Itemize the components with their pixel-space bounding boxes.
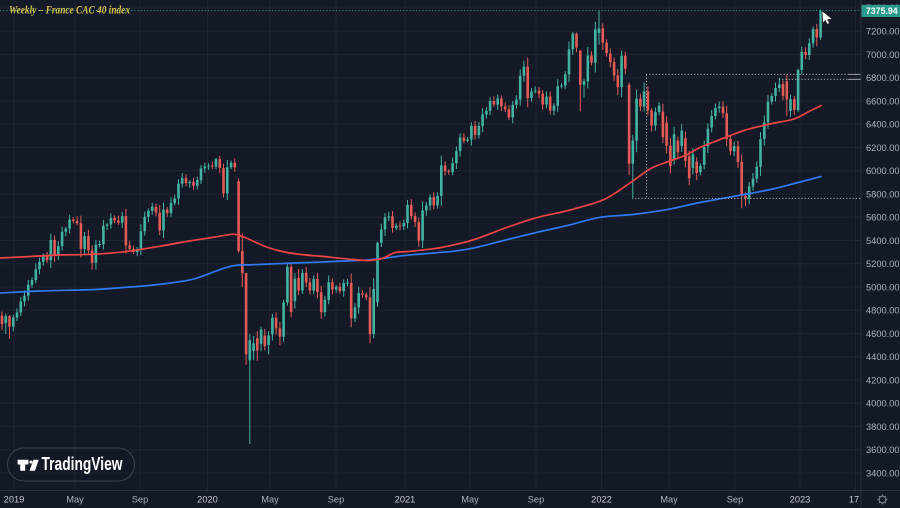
svg-text:Weekly – France CAC 40 index: Weekly – France CAC 40 index <box>9 2 130 16</box>
svg-text:4600.00: 4600.00 <box>866 329 900 339</box>
svg-text:May: May <box>461 495 479 505</box>
svg-text:2021: 2021 <box>395 495 416 505</box>
svg-text:TradingView: TradingView <box>42 454 124 474</box>
svg-text:4400.00: 4400.00 <box>866 352 900 362</box>
svg-text:Sep: Sep <box>328 495 345 505</box>
svg-text:4800.00: 4800.00 <box>866 306 900 316</box>
svg-text:6200.00: 6200.00 <box>866 143 900 153</box>
svg-text:2023: 2023 <box>790 495 811 505</box>
svg-text:6600.00: 6600.00 <box>866 97 900 107</box>
svg-text:6400.00: 6400.00 <box>866 120 900 130</box>
svg-text:4000.00: 4000.00 <box>866 399 900 409</box>
svg-text:2019: 2019 <box>4 495 25 505</box>
svg-text:5400.00: 5400.00 <box>866 236 900 246</box>
svg-text:7200.00: 7200.00 <box>866 27 900 37</box>
svg-text:2020: 2020 <box>197 495 218 505</box>
svg-text:May: May <box>660 495 678 505</box>
svg-text:May: May <box>261 495 279 505</box>
svg-text:4200.00: 4200.00 <box>866 375 900 385</box>
svg-text:3600.00: 3600.00 <box>866 445 900 455</box>
svg-text:3800.00: 3800.00 <box>866 422 900 432</box>
svg-text:6800.00: 6800.00 <box>866 73 900 83</box>
svg-text:7000.00: 7000.00 <box>866 50 900 60</box>
svg-text:17: 17 <box>849 495 859 505</box>
svg-text:2022: 2022 <box>591 495 612 505</box>
svg-text:Sep: Sep <box>528 495 545 505</box>
svg-text:3400.00: 3400.00 <box>866 468 900 478</box>
svg-text:Sep: Sep <box>132 495 149 505</box>
svg-text:5800.00: 5800.00 <box>866 190 900 200</box>
svg-text:6000.00: 6000.00 <box>866 166 900 176</box>
svg-text:7375.94: 7375.94 <box>866 6 898 16</box>
svg-text:5600.00: 5600.00 <box>866 213 900 223</box>
svg-text:5200.00: 5200.00 <box>866 259 900 269</box>
svg-text:5000.00: 5000.00 <box>866 282 900 292</box>
svg-text:Sep: Sep <box>727 495 744 505</box>
svg-text:May: May <box>66 495 84 505</box>
